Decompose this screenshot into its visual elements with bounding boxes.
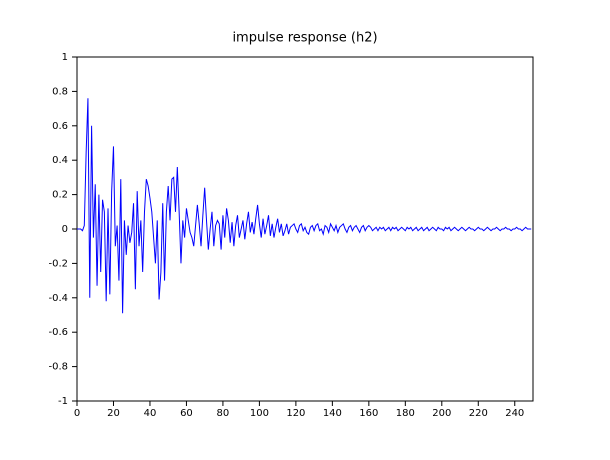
y-tick-label: 0.4 — [52, 155, 68, 166]
x-tick-label: 20 — [107, 408, 120, 419]
y-tick-label: 0.6 — [52, 121, 68, 132]
y-tick-label: 0 — [62, 224, 68, 235]
y-tick-label: -0.6 — [48, 327, 68, 338]
x-tick-label: 200 — [432, 408, 451, 419]
y-tick-label: -0.4 — [48, 293, 68, 304]
x-tick-label: 140 — [323, 408, 342, 419]
x-tick-label: 240 — [505, 408, 524, 419]
x-tick-label: 180 — [396, 408, 415, 419]
y-tick-label: -1 — [58, 396, 68, 407]
x-tick-label: 0 — [74, 408, 80, 419]
x-tick-label: 80 — [217, 408, 230, 419]
x-tick-label: 220 — [469, 408, 488, 419]
x-tick-label: 160 — [359, 408, 378, 419]
x-tick-label: 60 — [180, 408, 193, 419]
y-tick-label: -0.8 — [48, 362, 68, 373]
y-tick-label: 0.2 — [52, 190, 68, 201]
chart-title: impulse response (h2) — [232, 31, 377, 46]
y-tick-label: 0.8 — [52, 86, 68, 97]
y-tick-label: 1 — [62, 52, 68, 63]
x-tick-label: 40 — [144, 408, 157, 419]
data-line — [77, 98, 532, 314]
x-tick-label: 100 — [250, 408, 269, 419]
y-tick-label: -0.2 — [48, 258, 68, 269]
x-tick-label: 120 — [286, 408, 305, 419]
